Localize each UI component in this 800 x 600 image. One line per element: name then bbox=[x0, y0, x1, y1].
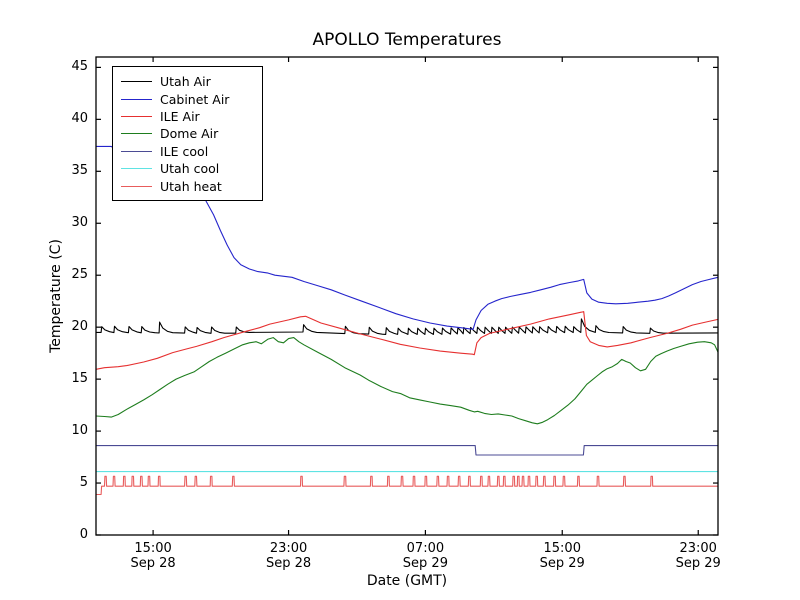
x-tick-label-line: 23:00 bbox=[679, 541, 717, 556]
legend-item-utah-air: Utah Air bbox=[121, 73, 254, 90]
series-line-utah-air bbox=[96, 318, 719, 335]
x-tick-label-line: Sep 28 bbox=[265, 556, 312, 571]
x-tick-label: 15:00 Sep 28 bbox=[118, 541, 188, 571]
x-tick-label: 23:00 Sep 28 bbox=[254, 541, 324, 571]
axes-frame bbox=[95, 56, 719, 536]
legend-line-swatch-icon bbox=[121, 133, 152, 135]
x-tick-label-line: 15:00 bbox=[543, 541, 581, 556]
x-tick-label-line: Sep 29 bbox=[539, 556, 585, 571]
legend-item-label: Utah cool bbox=[160, 161, 220, 177]
legend-item-utah-heat: Utah heat bbox=[121, 177, 254, 194]
y-axis-label: Temperature (C) bbox=[48, 239, 64, 353]
legend-item-label: ILE cool bbox=[160, 143, 209, 159]
series-line-cabinet-air bbox=[96, 145, 719, 330]
y-tick-label: 0 bbox=[79, 527, 88, 542]
y-tick-label: 10 bbox=[71, 423, 88, 439]
legend-line-swatch-icon bbox=[121, 115, 152, 117]
x-tick-label-line: 23:00 bbox=[269, 541, 308, 556]
legend-line-swatch-icon bbox=[121, 81, 152, 83]
y-tick-label: 40 bbox=[71, 111, 88, 127]
series-line-ile-air bbox=[95, 311, 719, 370]
y-tick-label: 5 bbox=[79, 475, 88, 491]
series-line-utah-heat bbox=[96, 475, 718, 496]
y-tick-label: 30 bbox=[71, 215, 88, 231]
y-tick-label: 20 bbox=[71, 319, 88, 335]
x-tick-label: 15:00 Sep 29 bbox=[527, 541, 597, 571]
x-tick-label-line: Sep 29 bbox=[675, 556, 721, 571]
y-tick-label: 25 bbox=[71, 267, 88, 283]
legend: Utah Air Cabinet Air ILE Air Dome Air IL… bbox=[112, 66, 263, 201]
legend-item-label: Utah Air bbox=[160, 74, 211, 90]
series-line-dome-air bbox=[95, 337, 719, 425]
y-tick-label: 35 bbox=[71, 163, 88, 179]
legend-item-label: Dome Air bbox=[160, 126, 219, 142]
x-tick-label-line: 15:00 bbox=[134, 541, 172, 556]
chart-title: APOLLO Temperatures bbox=[312, 30, 502, 50]
legend-item-cabinet-air: Cabinet Air bbox=[121, 90, 254, 107]
legend-item-dome-air: Dome Air bbox=[121, 125, 254, 142]
y-tick-label: 15 bbox=[71, 371, 88, 387]
x-tick-label: 07:00 Sep 29 bbox=[390, 541, 460, 571]
x-tick-label: 23:00 Sep 29 bbox=[663, 541, 733, 571]
legend-item-ile-cool: ILE cool bbox=[121, 143, 254, 160]
x-axis-label: Date (GMT) bbox=[366, 573, 448, 589]
legend-line-swatch-icon bbox=[121, 150, 152, 152]
x-tick-label-line: Sep 29 bbox=[402, 556, 448, 571]
legend-line-swatch-icon bbox=[121, 185, 152, 187]
x-tick-label-line: Sep 28 bbox=[130, 556, 176, 571]
legend-item-label: ILE Air bbox=[160, 108, 200, 124]
legend-item-ile-air: ILE Air bbox=[121, 108, 254, 125]
legend-line-swatch-icon bbox=[121, 98, 152, 100]
legend-item-label: Cabinet Air bbox=[160, 91, 230, 107]
legend-item-label: Utah heat bbox=[160, 178, 222, 194]
y-tick-label: 45 bbox=[71, 59, 88, 75]
legend-line-swatch-icon bbox=[121, 168, 152, 170]
x-tick-label-line: 07:00 bbox=[406, 541, 445, 556]
series-line-ile-cool bbox=[96, 445, 718, 456]
legend-item-utah-cool: Utah cool bbox=[121, 160, 254, 177]
